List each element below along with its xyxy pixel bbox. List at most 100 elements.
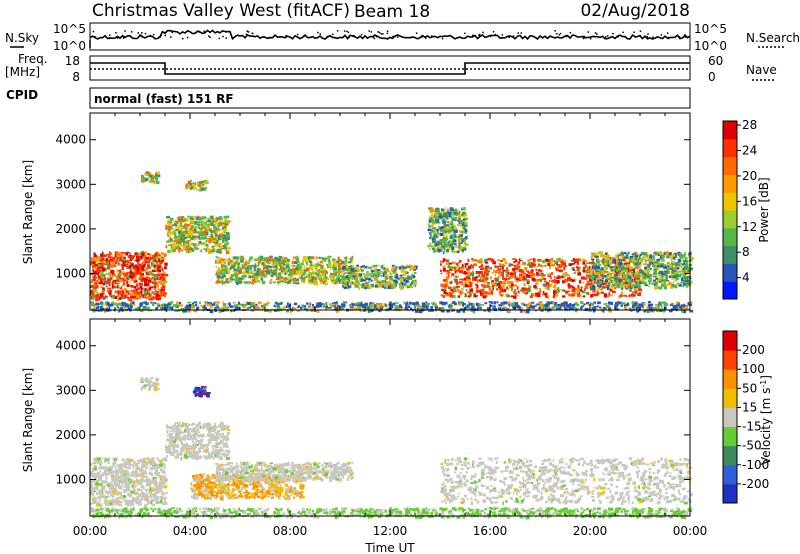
heatmap-cell	[169, 226, 173, 230]
heatmap-cell	[630, 283, 635, 286]
heatmap-cell	[601, 267, 604, 270]
heatmap-cell	[629, 279, 632, 282]
heatmap-cell	[164, 274, 169, 277]
heatmap-cell	[636, 254, 641, 257]
heatmap-cell	[601, 275, 604, 279]
heatmap-cell	[323, 303, 326, 307]
heatmap-cell	[114, 255, 117, 258]
heatmap-cell	[94, 289, 97, 293]
heatmap-cell	[320, 281, 323, 284]
heatmap-cell	[495, 281, 497, 284]
heatmap-cell	[331, 280, 335, 284]
heatmap-cell	[250, 269, 252, 272]
heatmap-cell	[370, 283, 374, 288]
heatmap-cell	[161, 294, 165, 297]
heatmap-cell	[278, 272, 281, 274]
heatmap-cell	[190, 225, 194, 229]
heatmap-cell	[207, 217, 211, 221]
heatmap-cell	[261, 272, 263, 275]
heatmap-cell	[655, 309, 659, 312]
nsky-dot	[137, 32, 139, 34]
heatmap-cell	[506, 272, 510, 276]
heatmap-cell	[268, 280, 271, 283]
heatmap-cell	[156, 290, 160, 294]
heatmap-cell	[561, 302, 564, 305]
heatmap-cell	[117, 272, 122, 276]
heatmap-cell	[437, 240, 440, 244]
heatmap-cell	[497, 259, 501, 262]
heatmap-cell	[382, 264, 385, 267]
nsky-dot	[684, 36, 687, 38]
heatmap-cell	[288, 280, 291, 283]
heatmap-cell	[324, 269, 328, 272]
heatmap-cell	[303, 308, 307, 310]
heatmap-cell	[589, 275, 591, 278]
heatmap-cell	[207, 225, 210, 228]
heatmap-cell	[622, 259, 626, 262]
heatmap-cell	[584, 286, 589, 289]
heatmap-cell	[116, 306, 119, 309]
heatmap-cell	[454, 211, 458, 215]
heatmap-cell	[563, 289, 566, 292]
heatmap-cell	[392, 269, 397, 273]
heatmap-cell	[626, 295, 629, 298]
heatmap-cell	[194, 221, 198, 225]
heatmap-cell	[452, 266, 457, 270]
heatmap-cell	[364, 305, 368, 310]
heatmap-cell	[459, 210, 461, 213]
heatmap-cell	[436, 242, 438, 245]
heatmap-cell	[637, 262, 641, 265]
heatmap-cell	[557, 265, 561, 268]
heatmap-cell	[450, 274, 454, 277]
heatmap-cell	[468, 301, 470, 304]
heatmap-cell	[341, 277, 345, 280]
heatmap-cell	[677, 252, 681, 254]
heatmap-cell	[621, 286, 624, 290]
heatmap-cell	[106, 289, 111, 292]
heatmap-cell	[435, 241, 437, 244]
heatmap-cell	[436, 249, 439, 252]
heatmap-cell	[298, 271, 302, 275]
heatmap-cell	[384, 274, 388, 277]
heatmap-cell	[231, 265, 235, 268]
heatmap-cell	[440, 272, 443, 275]
heatmap-cell	[109, 263, 112, 266]
heatmap-cell	[459, 278, 464, 281]
heatmap-cell	[453, 208, 458, 212]
heatmap-cell	[630, 279, 634, 283]
heatmap-cell	[107, 277, 110, 280]
heatmap-cell	[376, 279, 379, 283]
heatmap-cell	[668, 309, 673, 313]
heatmap-cell	[366, 308, 371, 311]
nsky-dot	[225, 31, 227, 33]
heatmap-cell	[117, 275, 121, 279]
heatmap-cell	[475, 276, 478, 279]
heatmap-cell	[196, 188, 199, 192]
heatmap-cell	[153, 275, 158, 279]
heatmap-cell	[223, 231, 226, 234]
heatmap-cell	[364, 266, 368, 269]
heatmap-cell	[413, 275, 416, 278]
heatmap-cell	[128, 306, 132, 308]
heatmap-cell	[443, 258, 447, 262]
heatmap-cell	[515, 280, 519, 283]
heatmap-cell	[167, 231, 172, 233]
heatmap-cell	[425, 305, 429, 308]
nsky-dot	[346, 30, 348, 33]
heatmap-cell	[609, 301, 614, 305]
heatmap-cell	[537, 306, 540, 309]
heatmap-cell	[241, 264, 245, 267]
heatmap-cell	[225, 222, 228, 226]
heatmap-cell	[177, 239, 181, 242]
heatmap-cell	[190, 219, 193, 224]
heatmap-cell	[368, 278, 372, 281]
heatmap-cell	[164, 294, 167, 298]
heatmap-cell	[598, 306, 602, 309]
heatmap-cell	[619, 272, 623, 276]
heatmap-cell	[522, 262, 526, 265]
heatmap-cell	[166, 240, 170, 243]
heatmap-cell	[462, 218, 466, 221]
heatmap-cell	[499, 280, 503, 284]
heatmap-cell	[554, 276, 556, 279]
heatmap-cell	[201, 221, 206, 225]
